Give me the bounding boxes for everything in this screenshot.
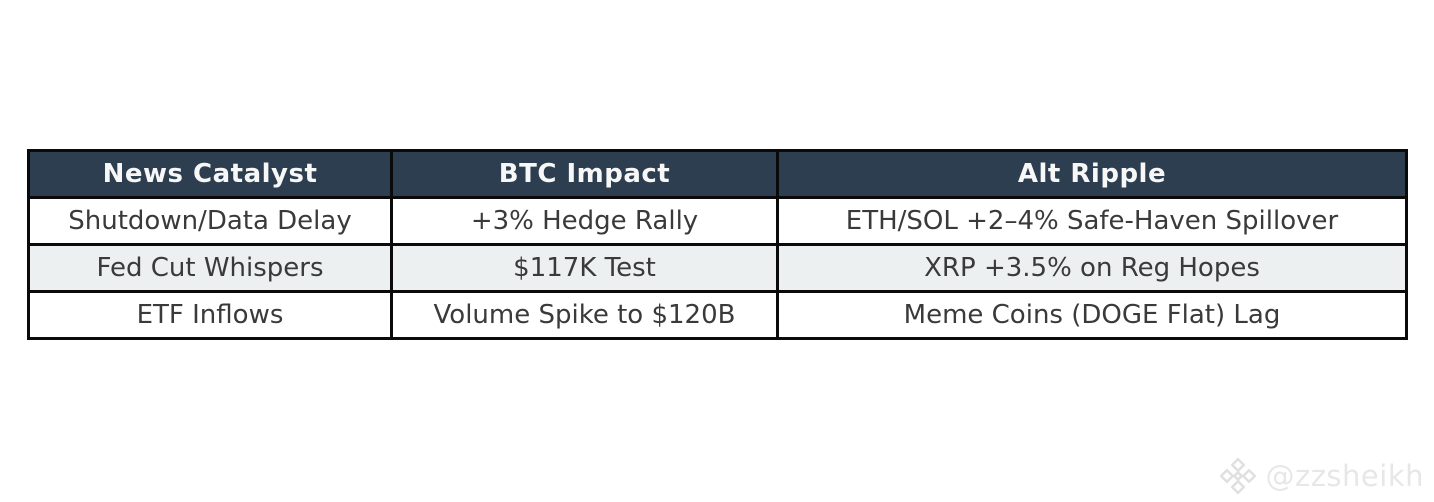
- table-body: Shutdown/Data Delay +3% Hedge Rally ETH/…: [27, 196, 1408, 340]
- table-row: ETF Inflows Volume Spike to $120B Meme C…: [27, 290, 1408, 340]
- news-impact-table-container: News Catalyst BTC Impact Alt Ripple Shut…: [27, 149, 1408, 340]
- table-header: News Catalyst BTC Impact Alt Ripple: [27, 149, 1408, 199]
- cell-catalyst: Fed Cut Whispers: [27, 243, 393, 293]
- watermark-handle: @zzsheikh: [1265, 458, 1424, 493]
- cell-alt-ripple: Meme Coins (DOGE Flat) Lag: [776, 290, 1408, 340]
- cell-catalyst: ETF Inflows: [27, 290, 393, 340]
- cell-btc-impact: +3% Hedge Rally: [390, 196, 779, 246]
- watermark: @zzsheikh: [1218, 456, 1424, 496]
- cell-catalyst: Shutdown/Data Delay: [27, 196, 393, 246]
- binance-diamond-icon: [1218, 456, 1258, 496]
- header-cell-news-catalyst: News Catalyst: [27, 149, 393, 199]
- header-cell-alt-ripple: Alt Ripple: [776, 149, 1408, 199]
- header-row: News Catalyst BTC Impact Alt Ripple: [27, 149, 1408, 199]
- table-row: Fed Cut Whispers $117K Test XRP +3.5% on…: [27, 243, 1408, 293]
- table-row: Shutdown/Data Delay +3% Hedge Rally ETH/…: [27, 196, 1408, 246]
- news-impact-table: News Catalyst BTC Impact Alt Ripple Shut…: [27, 149, 1408, 340]
- cell-btc-impact: Volume Spike to $120B: [390, 290, 779, 340]
- header-cell-btc-impact: BTC Impact: [390, 149, 779, 199]
- cell-alt-ripple: XRP +3.5% on Reg Hopes: [776, 243, 1408, 293]
- cell-alt-ripple: ETH/SOL +2–4% Safe-Haven Spillover: [776, 196, 1408, 246]
- cell-btc-impact: $117K Test: [390, 243, 779, 293]
